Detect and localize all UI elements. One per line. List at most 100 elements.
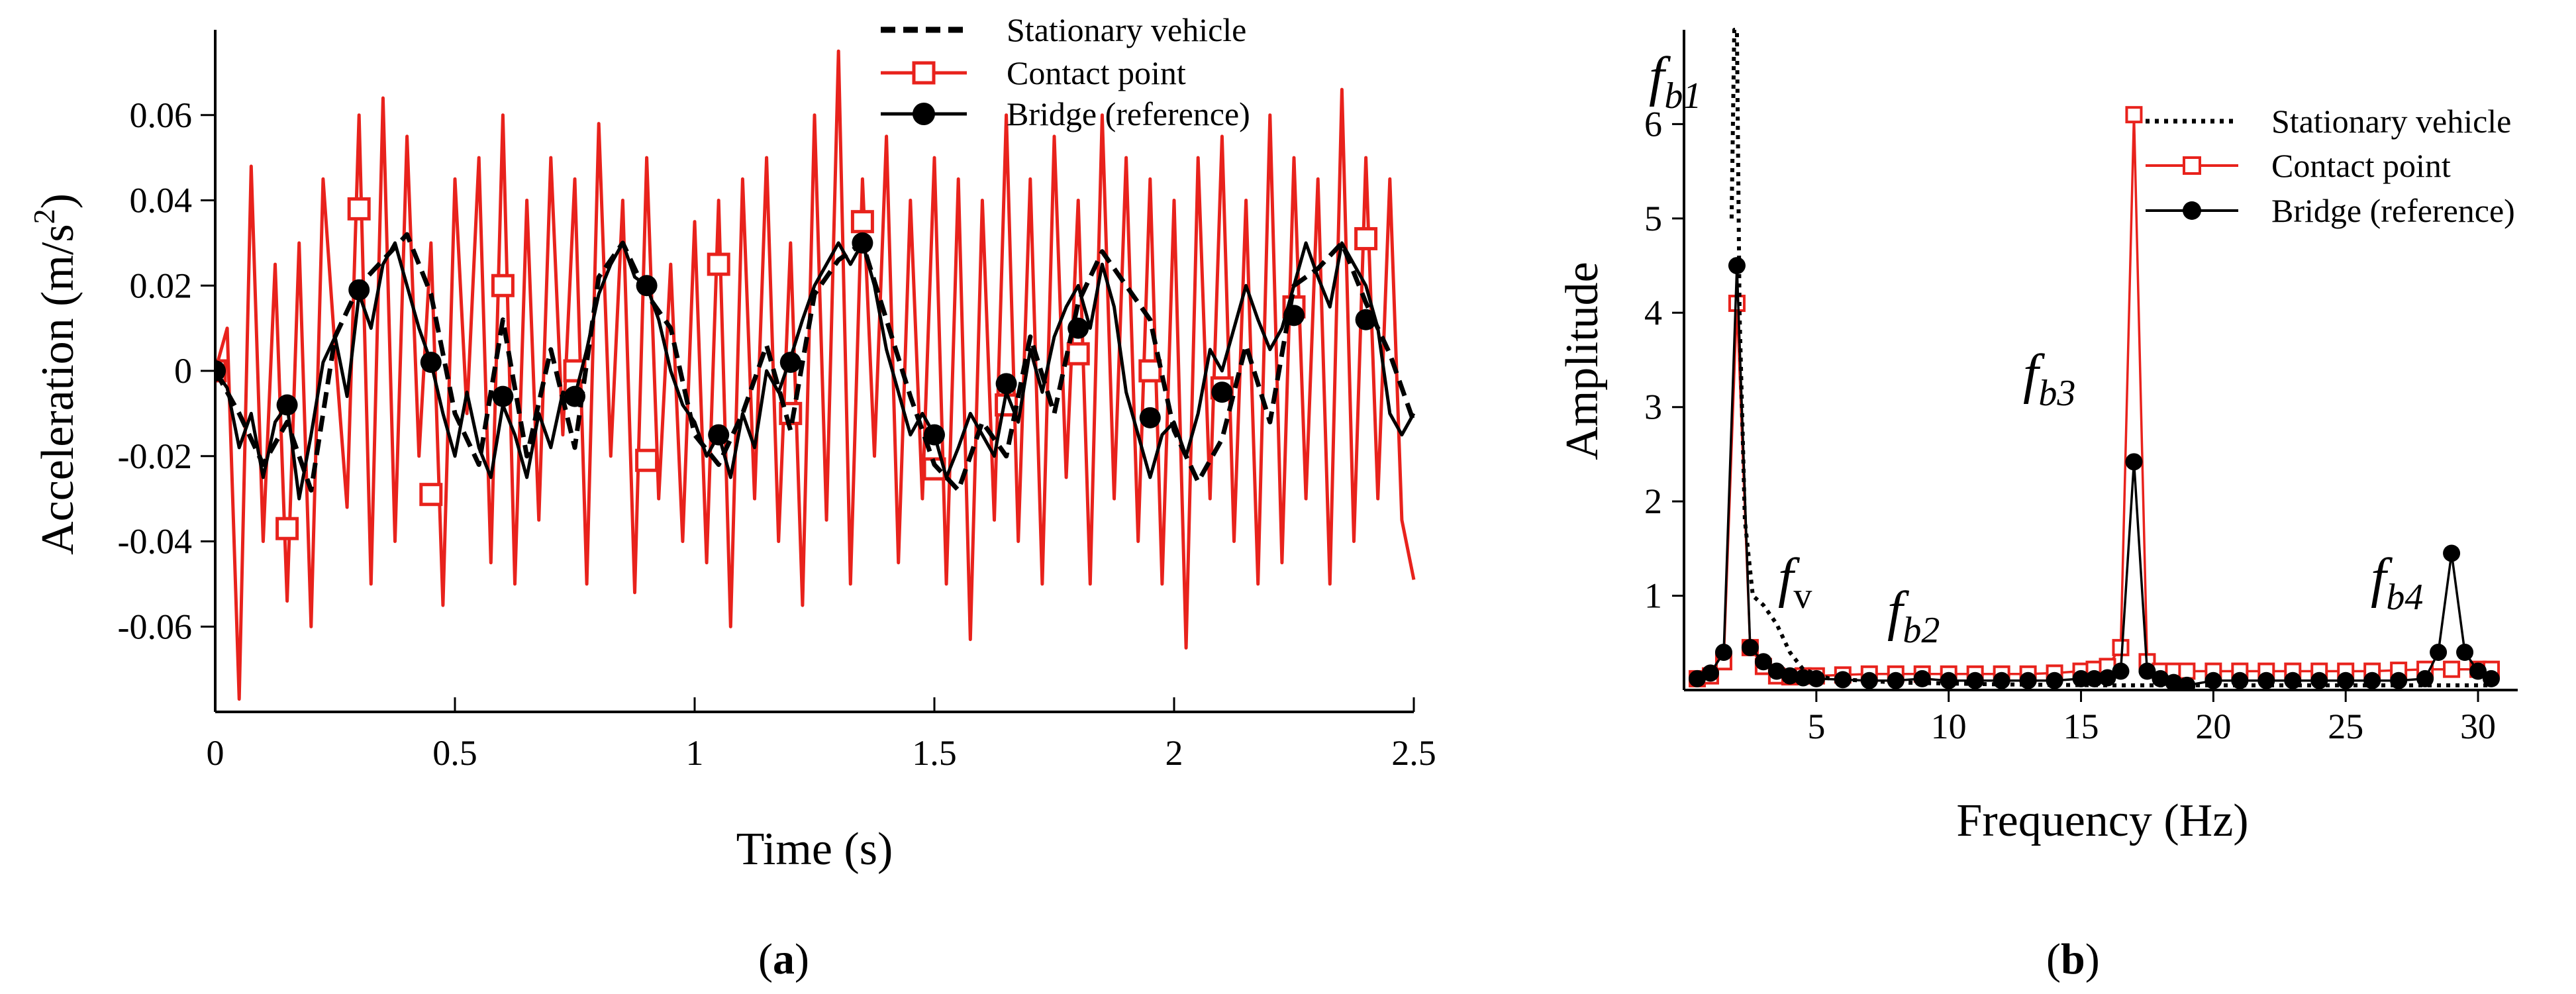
- legend-open-square-marker: [912, 61, 936, 85]
- x-tick-label: 1: [686, 733, 704, 773]
- data-point-circle: [1834, 671, 1852, 689]
- panel-a-legend-item-contact-point: Contact point: [881, 54, 1186, 91]
- data-point-circle: [708, 424, 730, 446]
- y-tick-label: -0.04: [118, 522, 192, 562]
- data-point-square: [850, 210, 874, 234]
- series-contact-point: [215, 49, 1416, 701]
- panel-b-y-axis-label: Amplitude: [1557, 262, 1608, 460]
- annotation-f-b1: fb1: [1649, 46, 1701, 117]
- legend-label: Bridge (reference): [1007, 95, 1250, 132]
- data-point-circle: [276, 394, 298, 416]
- y-tick-label: 3: [1644, 387, 1662, 427]
- data-point-circle: [924, 424, 945, 446]
- panel-b-legend: Stationary vehicle Contact point Bridge …: [2146, 103, 2515, 229]
- y-tick-label: 1: [1644, 576, 1662, 616]
- data-point-circle: [2085, 670, 2103, 687]
- series-line: [1697, 264, 2492, 687]
- x-tick-label: 25: [2328, 707, 2363, 746]
- y-tick-label: 0.04: [130, 181, 193, 221]
- y-tick-label: -0.06: [118, 607, 192, 646]
- data-point-circle: [1754, 653, 1772, 671]
- x-tick-label: 20: [2195, 707, 2231, 746]
- data-point-square: [2112, 638, 2130, 656]
- legend-label: Contact point: [1007, 54, 1186, 91]
- data-point-circle: [2456, 644, 2474, 662]
- data-point-circle: [1728, 257, 1746, 275]
- data-point-circle: [1139, 407, 1161, 428]
- data-point-circle: [420, 352, 442, 373]
- series-line: [215, 232, 1416, 493]
- y-tick-label: 4: [1644, 293, 1662, 332]
- data-point-circle: [2019, 671, 2037, 689]
- x-tick-label: 2.5: [1391, 733, 1436, 773]
- data-point-circle: [1714, 644, 1732, 662]
- panel-b-legend-item-contact-point: Contact point: [2146, 147, 2451, 184]
- data-point-square: [2125, 106, 2143, 124]
- legend-filled-circle-marker: [913, 103, 935, 125]
- panel-a-x-axis-label: Time (s): [736, 824, 893, 875]
- data-point-circle: [2443, 544, 2461, 562]
- series-stationary-vehicle: [215, 232, 1416, 493]
- x-tick-label: 0.5: [432, 733, 477, 773]
- data-point-circle: [2430, 644, 2448, 662]
- data-point-circle: [2152, 670, 2169, 687]
- data-point-square: [635, 448, 659, 472]
- data-point-circle: [2112, 662, 2130, 680]
- data-point-circle: [2469, 662, 2487, 680]
- data-point-circle: [2125, 453, 2143, 471]
- data-point-circle: [1767, 662, 1785, 680]
- data-point-circle: [1887, 671, 1905, 689]
- data-point-circle: [2284, 671, 2302, 689]
- series-line: [215, 241, 1416, 501]
- y-tick-label: 0.06: [130, 95, 193, 135]
- data-point-circle: [1701, 664, 1719, 682]
- data-point-circle: [2072, 670, 2090, 687]
- y-tick-label: -0.02: [118, 436, 192, 476]
- data-point-circle: [1966, 671, 1984, 689]
- annotation-f-v: fv: [1778, 547, 1812, 617]
- data-point-circle: [2310, 671, 2328, 689]
- data-point-circle: [1794, 669, 1812, 687]
- panel-a-plot-area: [215, 49, 1416, 701]
- data-point-circle: [1741, 638, 1759, 656]
- annotation-f-b2: fb2: [1887, 580, 1940, 651]
- panel-a-legend-item-bridge-reference: Bridge (reference): [881, 95, 1250, 132]
- panel-a: 0 0.5 1 1.5 2 2.5 -0.06 -0.04 -0.02 0 0.02 0.04 0.06…: [27, 11, 1436, 983]
- panel-b-label: (b): [2046, 935, 2100, 983]
- panel-b: 5 10 15 20 25 30 1 2 3 4 5 6 Amplitude Frequency (H…: [1557, 28, 2518, 983]
- y-tick-label: 2: [1644, 481, 1662, 521]
- panel-a-legend: Stationary vehicle Contact point Bridge …: [881, 11, 1250, 132]
- data-point-circle: [2483, 670, 2501, 687]
- x-tick-label: 5: [1807, 707, 1825, 746]
- data-point-circle: [995, 373, 1017, 395]
- panel-a-ticks: 0 0.5 1 1.5 2 2.5 -0.06 -0.04 -0.02 0 0.02 0.04 0.06: [118, 95, 1436, 773]
- data-point-square: [491, 273, 515, 297]
- data-point-square: [707, 252, 730, 276]
- data-point-circle: [1355, 309, 1377, 330]
- x-tick-label: 10: [1931, 707, 1967, 746]
- series-line: [215, 49, 1416, 701]
- data-point-square: [275, 517, 299, 540]
- data-point-circle: [1211, 381, 1233, 403]
- legend-label: Bridge (reference): [2271, 192, 2515, 229]
- data-point-circle: [2416, 670, 2434, 687]
- legend-open-square-marker: [2183, 156, 2201, 175]
- data-point-square: [347, 197, 371, 221]
- x-tick-label: 15: [2063, 707, 2099, 746]
- y-tick-label: 0.02: [130, 266, 193, 305]
- data-point-circle: [779, 352, 801, 373]
- panel-b-ticks: 5 10 15 20 25 30 1 2 3 4 5 6: [1644, 104, 2496, 746]
- x-tick-label: 30: [2460, 707, 2496, 746]
- y-tick-label: 5: [1644, 199, 1662, 238]
- data-point-circle: [1993, 671, 2010, 689]
- panel-b-x-axis-label: Frequency (Hz): [1956, 795, 2248, 846]
- annotation-f-b3: fb3: [2023, 343, 2075, 414]
- panel-a-legend-item-stationary-vehicle: Stationary vehicle: [881, 11, 1246, 48]
- data-point-square: [1066, 342, 1090, 366]
- panel-a-y-axis-label: Acceleration (m/s2): [27, 193, 83, 555]
- legend-filled-circle-marker: [2183, 201, 2201, 220]
- legend-label: Contact point: [2271, 147, 2451, 184]
- data-point-square: [2443, 660, 2461, 678]
- data-point-circle: [1940, 671, 1957, 689]
